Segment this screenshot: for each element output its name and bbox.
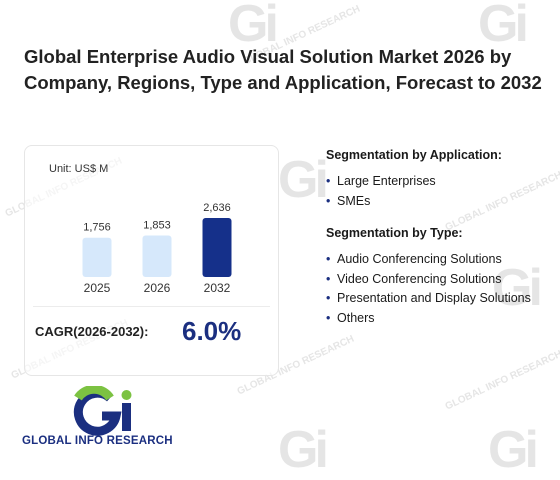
bar-2026: [142, 235, 172, 277]
company-logo: GLOBAL INFO RESEARCH: [22, 384, 192, 452]
category-label: 2026: [144, 281, 171, 295]
type-segmentation: Segmentation by Type: Audio Conferencing…: [326, 226, 531, 328]
market-size-card: Unit: US$ M 1,756 2025 1,853 2026 2,636 2032 …: [24, 145, 279, 376]
bar-2032: [202, 218, 232, 277]
application-heading: Segmentation by Application:: [326, 148, 502, 162]
application-segmentation: Segmentation by Application: Large Enter…: [326, 148, 502, 211]
gi-logo-icon: [73, 384, 132, 436]
unit-label: Unit: US$ M: [49, 163, 109, 175]
category-label: 2025: [84, 281, 111, 295]
bar-chart: 1,756 2025 1,853 2026 2,636 2032: [82, 202, 232, 295]
type-item: Audio Conferencing Solutions: [326, 250, 531, 270]
watermark-logo: Gi: [488, 421, 539, 479]
type-heading: Segmentation by Type:: [326, 226, 463, 240]
type-item: Presentation and Display Solutions: [326, 289, 531, 309]
type-item: Video Conferencing Solutions: [326, 270, 531, 290]
application-item: SMEs: [326, 192, 502, 212]
type-item: Others: [326, 309, 531, 329]
watermark-logo: Gi: [278, 421, 329, 479]
value-label: 1,756: [83, 222, 111, 234]
cagr-value: 6.0%: [182, 316, 242, 346]
value-label: 1,853: [143, 220, 171, 232]
watermark-text: GLOBAL INFO RESEARCH: [443, 348, 560, 413]
page-title: Global Enterprise Audio Visual Solution …: [24, 46, 542, 93]
divider: [33, 306, 270, 307]
application-item: Large Enterprises: [326, 172, 502, 192]
cagr-label: CAGR(2026-2032):: [35, 324, 149, 339]
bar-2025: [82, 237, 112, 277]
watermark-logo: Gi: [278, 151, 329, 209]
value-label: 2,636: [203, 202, 231, 214]
category-label: 2032: [204, 281, 231, 295]
logo-text: GLOBAL INFO RESEARCH: [22, 435, 173, 447]
